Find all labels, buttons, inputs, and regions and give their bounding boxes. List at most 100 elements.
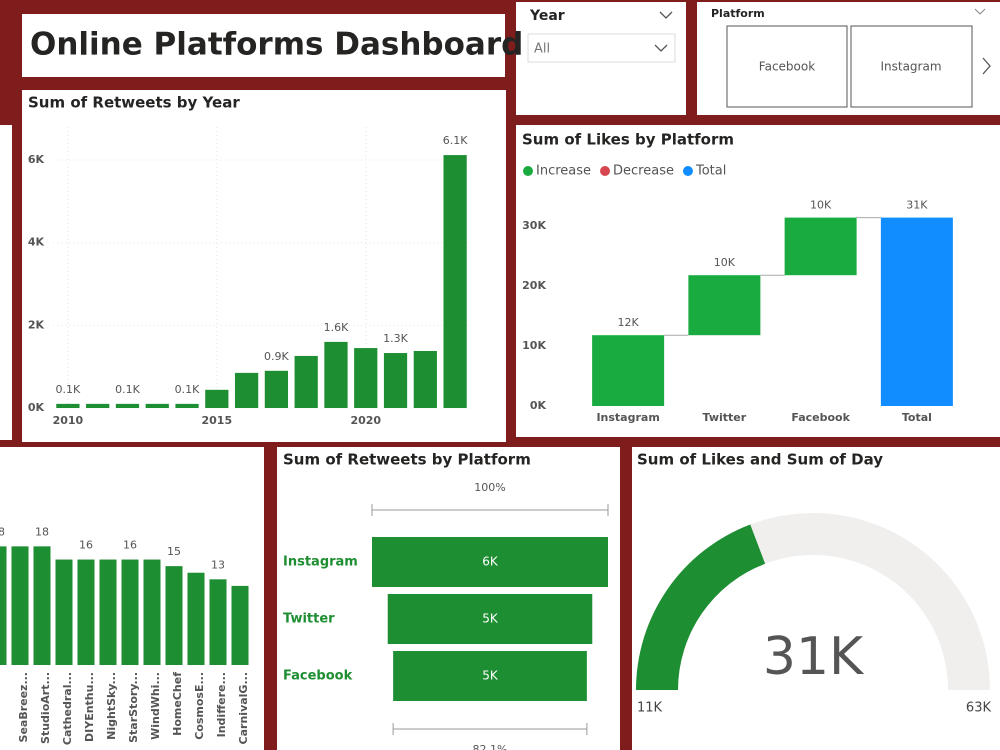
- x-tick-label: 2015: [202, 414, 233, 427]
- data-label: 0.1K: [115, 383, 140, 396]
- next-arrow[interactable]: [982, 57, 991, 75]
- chevron[interactable]: [974, 8, 986, 15]
- data-label: 18: [35, 525, 49, 538]
- bar: [115, 403, 140, 408]
- x-tick-label: CarnivalG...: [237, 672, 250, 744]
- tile-label[interactable]: Facebook: [759, 60, 815, 74]
- bar: [99, 559, 117, 665]
- chart-title: Sum of Likes and Sum of Day: [637, 451, 883, 469]
- y-tick-label: 2K: [28, 318, 45, 331]
- slicer-title: Platform: [711, 7, 765, 20]
- y-tick-label: 20K: [522, 279, 546, 292]
- funnel-bar: [387, 594, 593, 644]
- funnel-bottom-label: 82.1%: [473, 743, 508, 750]
- x-tick-label: Cathedral...: [61, 672, 74, 745]
- funnel-top-label: 100%: [474, 481, 505, 494]
- x-tick-label: StudioArt...: [39, 672, 52, 744]
- dashboard-title: Online Platforms Dashboard: [30, 27, 523, 63]
- bar: [592, 335, 665, 406]
- x-tick-label: NightSky...: [105, 672, 118, 740]
- legend-marker: [523, 166, 533, 176]
- y-tick-label: 6K: [28, 153, 45, 166]
- x-tick-label: StarStory...: [127, 672, 140, 743]
- data-label: 12K: [618, 316, 640, 329]
- bar: [688, 275, 761, 336]
- legend-label: Total: [695, 164, 726, 179]
- bar: [33, 546, 51, 665]
- x-tick-label: Total: [902, 411, 932, 424]
- gauge-min-label: 11K: [637, 701, 663, 716]
- y-tick-label: 4K: [28, 236, 45, 249]
- dropdown-value[interactable]: All: [534, 42, 550, 57]
- data-label: 13: [211, 558, 225, 571]
- category-label: Instagram: [283, 555, 358, 570]
- bar: [784, 217, 857, 276]
- bar: [264, 370, 289, 408]
- bar: [77, 559, 95, 665]
- y-tick-label: 0K: [530, 399, 547, 412]
- data-label: 5K: [482, 612, 499, 626]
- legend-marker: [682, 166, 693, 176]
- bar: [383, 353, 408, 408]
- x-tick-label: WindWhi...: [149, 672, 162, 740]
- legend-label: Decrease: [613, 164, 674, 179]
- data-label: 0.1K: [56, 383, 81, 396]
- data-label: 10K: [714, 256, 736, 269]
- bar: [0, 546, 7, 665]
- x-tick-label: 2020: [350, 414, 381, 427]
- data-label: 10K: [810, 199, 832, 212]
- cut-panel: [0, 125, 12, 440]
- category-label: Twitter: [283, 612, 335, 627]
- bar: [145, 403, 169, 408]
- bar: [121, 559, 139, 665]
- dropdown[interactable]: [527, 33, 676, 63]
- bar: [231, 585, 249, 665]
- data-label: 0.9K: [264, 350, 289, 363]
- x-tick-label: SeaBreez...: [17, 672, 30, 742]
- bar: [443, 155, 467, 408]
- data-label: 6.1K: [443, 134, 468, 147]
- slicer-title: Year: [529, 8, 565, 24]
- y-tick-label: 30K: [522, 219, 546, 232]
- data-label: 16: [123, 539, 137, 552]
- data-label: 1.6K: [324, 321, 349, 334]
- category-label: Facebook: [283, 669, 353, 684]
- y-tick-label: 0K: [28, 401, 45, 414]
- x-tick-label: CosmosE...: [193, 672, 206, 740]
- gauge-value-label: 31K: [763, 627, 865, 687]
- bar: [165, 566, 183, 665]
- bar: [294, 355, 318, 408]
- bar: [86, 403, 110, 408]
- chevron[interactable]: [654, 44, 668, 52]
- tile[interactable]: [850, 25, 973, 108]
- chevron[interactable]: [659, 11, 673, 19]
- funnel-bar: [393, 651, 587, 701]
- data-label: 18: [0, 525, 5, 538]
- chart-title: Sum of Retweets by Year: [28, 94, 240, 112]
- tile-label[interactable]: Instagram: [880, 60, 941, 74]
- title-panel: [22, 14, 505, 77]
- x-tick-label: DIYEnthu...: [83, 672, 96, 742]
- bar: [413, 350, 437, 408]
- bar: [187, 572, 205, 665]
- data-label: 15: [167, 545, 181, 558]
- chart-title: Sum of Likes by Platform: [522, 131, 734, 149]
- bar: [56, 403, 80, 408]
- x-tick-label: Indiffere...: [215, 672, 228, 737]
- data-label: 5K: [482, 669, 499, 683]
- bar: [354, 348, 378, 408]
- legend-marker: [600, 166, 611, 176]
- funnel-bracket: [392, 723, 588, 735]
- x-tick-label: Instagram: [596, 411, 659, 424]
- data-label: 0.1K: [175, 383, 200, 396]
- bar: [55, 559, 73, 665]
- tile[interactable]: [726, 25, 848, 108]
- bar: [324, 341, 348, 408]
- gauge-max-label: 63K: [966, 701, 992, 716]
- legend-label: Increase: [536, 164, 591, 179]
- bar: [11, 546, 29, 665]
- data-label: 16: [79, 539, 93, 552]
- y-tick-label: 10K: [522, 339, 546, 352]
